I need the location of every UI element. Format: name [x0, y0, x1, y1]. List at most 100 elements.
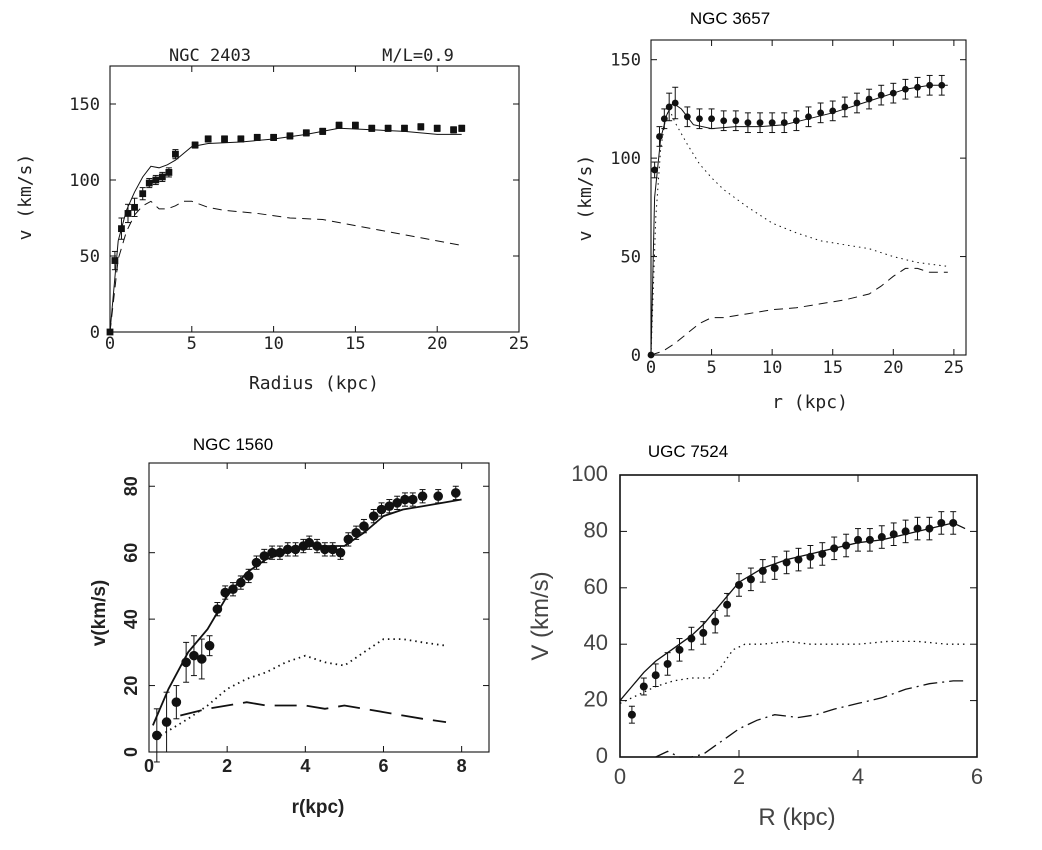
- data-point: [124, 210, 132, 217]
- data-point: [663, 659, 672, 668]
- y-tick-label: 0: [90, 323, 100, 343]
- data-point: [267, 547, 277, 558]
- data-point: [651, 166, 659, 174]
- chart-title: NGC 2403: [169, 46, 251, 66]
- data-point: [938, 81, 946, 89]
- y-tick-label: 150: [610, 51, 641, 71]
- x-tick-label: 25: [944, 358, 964, 378]
- data-point: [770, 564, 779, 573]
- data-point: [450, 126, 457, 134]
- data-point: [191, 141, 199, 149]
- series-total-model: [152, 498, 462, 726]
- x-tick-label: 0: [614, 764, 626, 789]
- data-point: [901, 527, 910, 536]
- data-point: [639, 682, 648, 691]
- data-point: [161, 717, 172, 727]
- data-point: [720, 117, 728, 125]
- data-point: [171, 697, 182, 707]
- data-point: [782, 558, 791, 567]
- data-point: [158, 173, 166, 181]
- data-point: [327, 544, 338, 555]
- data-point: [925, 524, 934, 533]
- data-point: [343, 534, 354, 545]
- data-point: [282, 544, 293, 555]
- data-point: [732, 117, 740, 125]
- data-point: [853, 99, 861, 107]
- data-point: [647, 351, 655, 359]
- data-point: [392, 498, 402, 508]
- data-point: [335, 547, 346, 558]
- series-total-model: [109, 127, 462, 333]
- data-point: [723, 600, 732, 609]
- data-point: [220, 587, 231, 598]
- data-point: [359, 521, 369, 531]
- y-axis-label: V (km/s): [527, 571, 554, 660]
- data-point: [118, 225, 125, 233]
- data-point: [401, 124, 408, 132]
- data-point: [458, 124, 466, 132]
- mass-to-light-annotation: M/L=0.9: [382, 46, 454, 66]
- x-axis-label: R (kpc): [758, 804, 835, 831]
- data-point: [818, 549, 827, 558]
- series-total-model: [650, 84, 948, 356]
- x-axis-label: Radius (kpc): [249, 373, 379, 394]
- series-disk: [650, 267, 948, 356]
- x-tick-label: 10: [762, 358, 782, 378]
- data-point: [106, 328, 114, 336]
- data-point: [212, 604, 223, 614]
- data-point: [708, 115, 715, 123]
- panel-ugc-7524: UGC 7524 R (kpc) V (km/s) 0 2 4 60204060801…: [527, 442, 983, 831]
- data-point: [304, 537, 315, 548]
- x-tick-label: 4: [300, 756, 310, 776]
- data-point: [172, 150, 179, 158]
- y-tick-label: 60: [584, 574, 608, 599]
- data-point: [805, 113, 812, 121]
- data-point: [152, 176, 160, 184]
- data-point: [111, 257, 119, 264]
- data-point: [683, 113, 691, 121]
- data-point: [384, 124, 392, 132]
- data-point: [675, 645, 684, 654]
- data-point: [368, 511, 379, 521]
- data-point: [817, 109, 825, 117]
- data-point: [290, 544, 301, 555]
- y-axis-label: v (km/s): [15, 154, 36, 241]
- data-point: [384, 501, 395, 511]
- data-point: [320, 544, 330, 555]
- y-tick-label: 0: [631, 346, 641, 366]
- chart-title: NGC 1560: [193, 435, 273, 454]
- data-point: [189, 650, 199, 661]
- x-tick-label: 8: [457, 756, 467, 776]
- chart-title: NGC 3657: [690, 9, 770, 28]
- data-point: [889, 530, 898, 539]
- data-point: [756, 119, 764, 127]
- data-point: [204, 135, 212, 143]
- data-point: [699, 628, 708, 637]
- x-tick-label: 10: [263, 334, 283, 354]
- panel-ngc-3657: NGC 3657 r (kpc) v (km/s) 0 5 10 15 20 25 0 50 1…: [575, 9, 967, 413]
- y-tick-label: 50: [621, 248, 641, 268]
- data-point: [275, 547, 285, 558]
- data-point: [376, 504, 387, 515]
- data-point: [450, 488, 461, 498]
- x-tick-label: 6: [971, 764, 983, 789]
- data-point: [744, 119, 752, 127]
- plot-frame: [148, 462, 490, 753]
- x-tick-label: 20: [883, 358, 903, 378]
- data-point: [351, 527, 361, 538]
- y-tick-label: 100: [571, 461, 608, 486]
- data-point: [196, 654, 207, 664]
- plot-frame: [650, 39, 967, 356]
- data-point: [926, 81, 934, 89]
- data-point: [312, 541, 322, 551]
- data-point: [656, 133, 663, 140]
- data-point: [368, 124, 376, 132]
- data-point: [152, 730, 162, 741]
- y-tick-label: 0: [596, 743, 608, 768]
- y-tick-label: 100: [610, 149, 641, 169]
- data-point: [877, 533, 886, 542]
- data-point: [204, 640, 215, 651]
- data-point: [236, 577, 246, 588]
